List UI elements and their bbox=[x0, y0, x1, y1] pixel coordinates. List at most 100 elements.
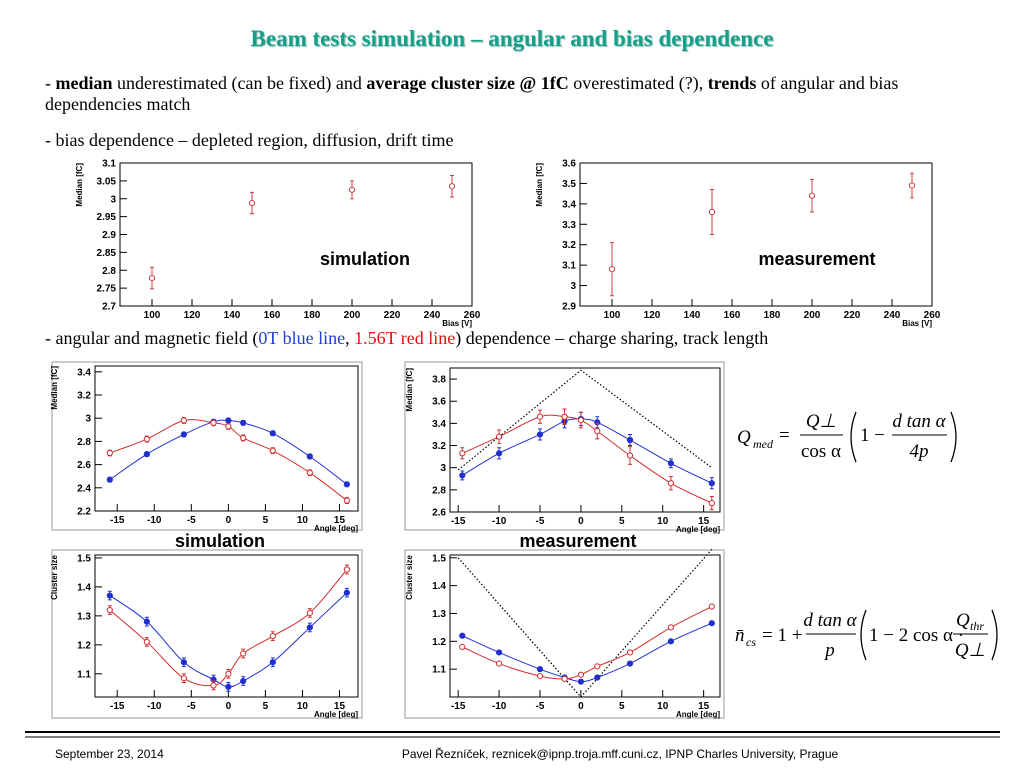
x-tick-label: 180 bbox=[304, 310, 321, 321]
y-tick-label: 1.5 bbox=[432, 553, 446, 564]
x-axis-label: Angle [deg] bbox=[676, 710, 720, 719]
chart-frame bbox=[51, 549, 363, 719]
y-tick-label: 3.5 bbox=[562, 179, 576, 190]
data-point bbox=[343, 589, 350, 596]
data-point bbox=[143, 435, 150, 443]
data-point bbox=[536, 666, 544, 673]
x-tick-label: -10 bbox=[147, 701, 162, 712]
bullet: - bias dependence – depleted region, dif… bbox=[45, 130, 985, 151]
bullet-text: , bbox=[345, 328, 355, 348]
data-point bbox=[626, 649, 634, 656]
x-tick-label: 100 bbox=[144, 310, 161, 321]
data-point bbox=[594, 428, 601, 435]
y-tick-label: 3 bbox=[440, 463, 446, 474]
data-point bbox=[306, 624, 313, 631]
bullet-text: of angular and bias dependencies match bbox=[45, 73, 899, 114]
x-axis-label: Angle [deg] bbox=[314, 524, 358, 533]
chart-annotation: measurement bbox=[758, 249, 875, 269]
x-tick-label: 0 bbox=[226, 515, 232, 526]
x-tick-label: 5 bbox=[263, 515, 269, 526]
x-tick-label: 120 bbox=[184, 310, 201, 321]
y-tick-label: 1.1 bbox=[432, 665, 446, 676]
y-tick-label: 3.4 bbox=[432, 419, 446, 430]
y-tick-label: 3.1 bbox=[562, 261, 576, 272]
y-tick-label: 2.2 bbox=[77, 507, 91, 518]
y-axis-label: Median [fC] bbox=[50, 366, 59, 410]
data-point bbox=[148, 275, 156, 282]
plot-area bbox=[449, 367, 721, 513]
formula-text: = bbox=[779, 425, 790, 446]
formula-text: = 1 + bbox=[762, 625, 802, 646]
x-tick-label: 160 bbox=[264, 310, 281, 321]
formula-text: n̄ bbox=[735, 625, 745, 646]
data-point bbox=[561, 675, 568, 683]
data-point bbox=[143, 638, 150, 646]
y-tick-label: 2.8 bbox=[432, 485, 446, 496]
y-tick-label: 2.6 bbox=[77, 460, 91, 471]
formula-text: d tan α bbox=[803, 610, 857, 631]
data-point bbox=[459, 472, 466, 479]
x-tick-label: 200 bbox=[804, 310, 821, 321]
data-point bbox=[495, 433, 503, 440]
data-point bbox=[708, 603, 715, 610]
y-tick-label: 3.2 bbox=[432, 441, 446, 452]
data-point bbox=[608, 266, 616, 273]
formula-text: cs bbox=[746, 635, 756, 649]
x-tick-label: 10 bbox=[297, 515, 309, 526]
data-point bbox=[225, 423, 232, 430]
data-point bbox=[594, 674, 601, 681]
data-point bbox=[908, 182, 916, 189]
chart: 2.9 3 3.1 3.2 3.3 3.4 3.5 3.6 100 120 140 160 180 200… bbox=[535, 159, 941, 329]
data-point bbox=[626, 452, 634, 459]
y-tick-label: 3.2 bbox=[562, 240, 576, 251]
data-point bbox=[269, 633, 276, 640]
bullet-text: median bbox=[55, 73, 113, 93]
y-axis-label: Cluster size bbox=[405, 554, 414, 599]
bullet-text: average cluster size @ 1fC bbox=[366, 73, 569, 93]
x-tick-label: 100 bbox=[604, 310, 621, 321]
bullet-text: underestimated (can be fixed) and bbox=[112, 73, 367, 93]
x-tick-label: 15 bbox=[698, 516, 710, 527]
y-tick-label: 3.8 bbox=[432, 375, 446, 386]
x-tick-label: 5 bbox=[619, 516, 625, 527]
x-tick-label: -15 bbox=[110, 515, 125, 526]
data-point bbox=[143, 451, 150, 458]
data-point bbox=[106, 476, 113, 483]
y-tick-label: 3.2 bbox=[77, 391, 91, 402]
data-point bbox=[667, 480, 675, 487]
y-tick-label: 3.1 bbox=[102, 159, 116, 170]
formula: Q med = Q⊥ cos α 1 − d tan α 4p n̄ cs = … bbox=[735, 411, 998, 661]
data-point bbox=[577, 671, 585, 678]
data-point bbox=[495, 660, 503, 667]
bullet-text: trends bbox=[707, 73, 757, 93]
data-point bbox=[180, 417, 188, 424]
x-tick-label: -10 bbox=[147, 515, 162, 526]
x-tick-label: -15 bbox=[110, 701, 125, 712]
footer-author: Pavel Řezníček, reznicek@ipnp.troja.mff.… bbox=[402, 746, 839, 761]
bullet-text: - bias dependence – depleted region, dif… bbox=[45, 130, 454, 150]
data-point bbox=[448, 183, 456, 190]
x-tick-label: 200 bbox=[344, 310, 361, 321]
data-point bbox=[106, 606, 113, 614]
bullet-text: - angular and magnetic field ( bbox=[45, 328, 259, 348]
data-point bbox=[343, 497, 350, 504]
x-tick-label: 10 bbox=[657, 516, 669, 527]
data-point bbox=[348, 186, 356, 193]
data-point bbox=[459, 643, 466, 650]
y-tick-label: 3.6 bbox=[562, 159, 576, 170]
y-tick-label: 3.05 bbox=[97, 176, 117, 187]
x-tick-label: 0 bbox=[578, 701, 584, 712]
y-tick-label: 1.3 bbox=[432, 609, 446, 620]
y-axis-label: Cluster size bbox=[50, 554, 59, 599]
plot-area bbox=[579, 162, 933, 307]
data-point bbox=[240, 434, 247, 442]
y-tick-label: 1.2 bbox=[77, 640, 91, 651]
data-point bbox=[536, 413, 544, 420]
y-tick-label: 2.95 bbox=[97, 212, 117, 223]
y-tick-label: 2.6 bbox=[432, 508, 446, 519]
y-axis-label: Median [fC] bbox=[75, 163, 84, 207]
x-tick-label: -15 bbox=[451, 516, 466, 527]
